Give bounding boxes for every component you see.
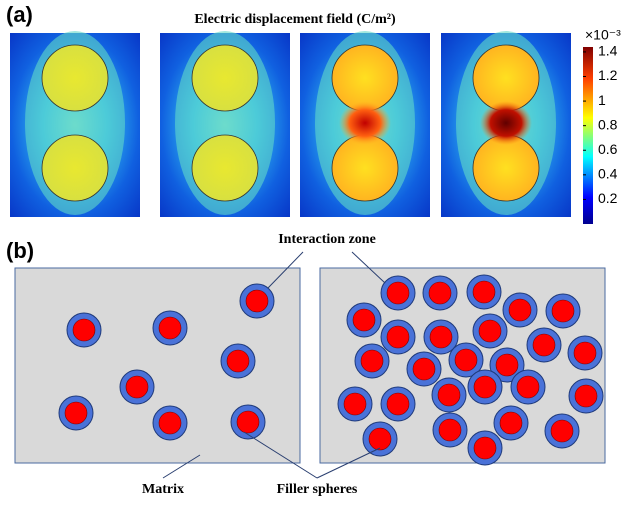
filler-sphere (533, 334, 555, 356)
filler-sphere (159, 317, 181, 339)
filler-sphere (246, 290, 268, 312)
neck (339, 101, 391, 145)
filler-sphere (430, 326, 452, 348)
filler-sphere (369, 428, 391, 450)
filler-sphere (551, 420, 573, 442)
filler-sphere (413, 358, 435, 380)
filler-sphere (552, 300, 574, 322)
colorbar-tick-label: 1.4 (598, 43, 618, 59)
filler-sphere (65, 402, 87, 424)
colorbar-tick-label: 0.2 (598, 190, 618, 206)
sphere (42, 135, 108, 201)
colorbar-tick-label: 0.8 (598, 116, 618, 132)
figure: (a) Electric displacement field (C/m²) ×… (0, 0, 626, 528)
field-maps (10, 31, 571, 217)
colorbar (583, 47, 593, 224)
filler-sphere (517, 376, 539, 398)
filler-sphere (361, 350, 383, 372)
colorbar-tick-label: 0.4 (598, 166, 618, 182)
filler-sphere (500, 412, 522, 434)
filler-sphere (353, 309, 375, 331)
sphere (42, 45, 108, 111)
filler-sphere (455, 349, 477, 371)
filler-sphere (387, 282, 409, 304)
filler-sphere (237, 411, 259, 433)
filler-sphere (344, 393, 366, 415)
interaction-zone-label: Interaction zone (278, 232, 376, 247)
filler-sphere (439, 419, 461, 441)
colorbar-exponent: ×10⁻³ (585, 27, 621, 43)
sphere (192, 135, 258, 201)
filler-sphere (438, 384, 460, 406)
filler-sphere (474, 376, 496, 398)
filler-sphere (387, 326, 409, 348)
colorbar-tick-label: 1.2 (598, 67, 618, 83)
filler-sphere (574, 342, 596, 364)
filler-sphere (575, 385, 597, 407)
filler-sphere (496, 354, 518, 376)
filler-sphere (387, 393, 409, 415)
colorbar-tick-label: 0.6 (598, 141, 618, 157)
filler-sphere (474, 437, 496, 459)
filler-sphere (429, 282, 451, 304)
neck (480, 101, 532, 145)
filler-sphere (159, 412, 181, 434)
filler-sphere (509, 299, 531, 321)
sphere (192, 45, 258, 111)
filler-sphere (227, 350, 249, 372)
filler-sphere (73, 319, 95, 341)
matrix-label: Matrix (142, 482, 184, 497)
panel-label: (a) (6, 2, 33, 27)
filler-sphere (479, 320, 501, 342)
filler-sphere (473, 281, 495, 303)
filler-label: Filler spheres (277, 482, 358, 497)
panel-label: (b) (6, 238, 34, 263)
field-title: Electric displacement field (C/m²) (194, 12, 396, 27)
colorbar-tick-label: 1 (598, 92, 606, 108)
filler-sphere (126, 376, 148, 398)
